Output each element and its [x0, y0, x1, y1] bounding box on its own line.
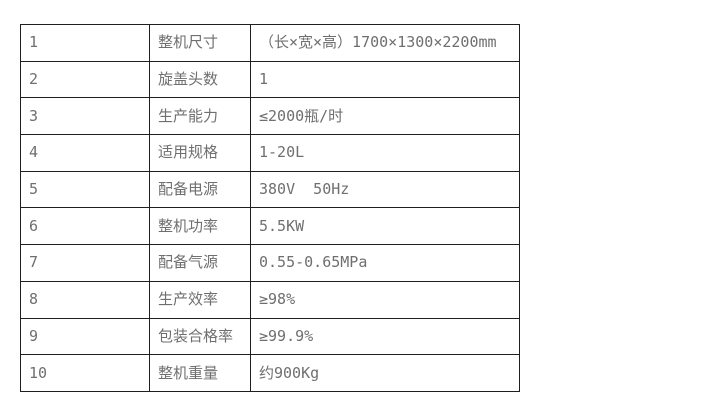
spec-label: 配备气源 — [149, 244, 251, 282]
spec-label: 配备电源 — [149, 170, 251, 209]
table-row: 9 包装合格率 ≥99.9% — [20, 317, 520, 356]
spec-value: （长×宽×高）1700×1300×2200mm — [250, 24, 520, 62]
spec-value: 1-20L — [250, 134, 520, 172]
spec-label: 整机重量 — [149, 354, 251, 392]
table-row: 5 配备电源 380V 50Hz — [20, 170, 520, 209]
row-number: 9 — [20, 317, 150, 356]
row-number: 10 — [20, 354, 150, 392]
spec-value: ≤2000瓶/时 — [250, 97, 520, 136]
row-number: 6 — [20, 207, 150, 246]
row-number: 4 — [20, 134, 150, 172]
table-row: 2 旋盖头数 1 — [20, 60, 520, 99]
table-row: 3 生产能力 ≤2000瓶/时 — [20, 97, 520, 136]
spec-label: 生产效率 — [149, 280, 251, 319]
spec-value: 0.55-0.65MPa — [250, 244, 520, 282]
spec-value: ≥99.9% — [250, 317, 520, 356]
row-number: 2 — [20, 60, 150, 99]
table-row: 8 生产效率 ≥98% — [20, 280, 520, 319]
row-number: 1 — [20, 24, 150, 62]
table-row: 10 整机重量 约900Kg — [20, 354, 520, 392]
spec-label: 整机尺寸 — [149, 24, 251, 62]
table-row: 6 整机功率 5.5KW — [20, 207, 520, 246]
spec-label: 整机功率 — [149, 207, 251, 246]
spec-label: 包装合格率 — [149, 317, 251, 356]
row-number: 8 — [20, 280, 150, 319]
row-number: 3 — [20, 97, 150, 136]
table-row: 7 配备气源 0.55-0.65MPa — [20, 244, 520, 282]
spec-value: 约900Kg — [250, 354, 520, 392]
spec-value: 380V 50Hz — [250, 170, 520, 209]
spec-value: ≥98% — [250, 280, 520, 319]
spec-value: 1 — [250, 60, 520, 99]
row-number: 7 — [20, 244, 150, 282]
spec-label: 生产能力 — [149, 97, 251, 136]
spec-label: 旋盖头数 — [149, 60, 251, 99]
table-row: 1 整机尺寸 （长×宽×高）1700×1300×2200mm — [20, 24, 520, 62]
spec-value: 5.5KW — [250, 207, 520, 246]
table-row: 4 适用规格 1-20L — [20, 134, 520, 172]
row-number: 5 — [20, 170, 150, 209]
spec-label: 适用规格 — [149, 134, 251, 172]
spec-table: 1 整机尺寸 （长×宽×高）1700×1300×2200mm 2 旋盖头数 1 … — [20, 24, 520, 392]
